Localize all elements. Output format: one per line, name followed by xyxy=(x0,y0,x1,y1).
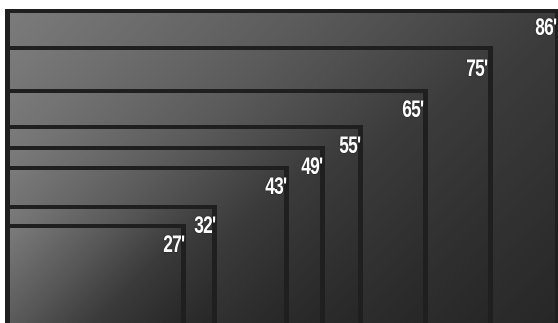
size-label-27: 27' xyxy=(162,231,185,258)
size-label-55: 55' xyxy=(338,132,361,159)
size-label-32: 32' xyxy=(193,212,216,239)
size-label-75: 75' xyxy=(465,55,488,82)
size-label-86: 86' xyxy=(534,14,557,41)
size-label-65: 65' xyxy=(401,96,424,123)
size-label-43: 43' xyxy=(264,173,287,200)
size-label-49: 49' xyxy=(300,153,323,180)
screen-outline-27 xyxy=(5,224,186,323)
